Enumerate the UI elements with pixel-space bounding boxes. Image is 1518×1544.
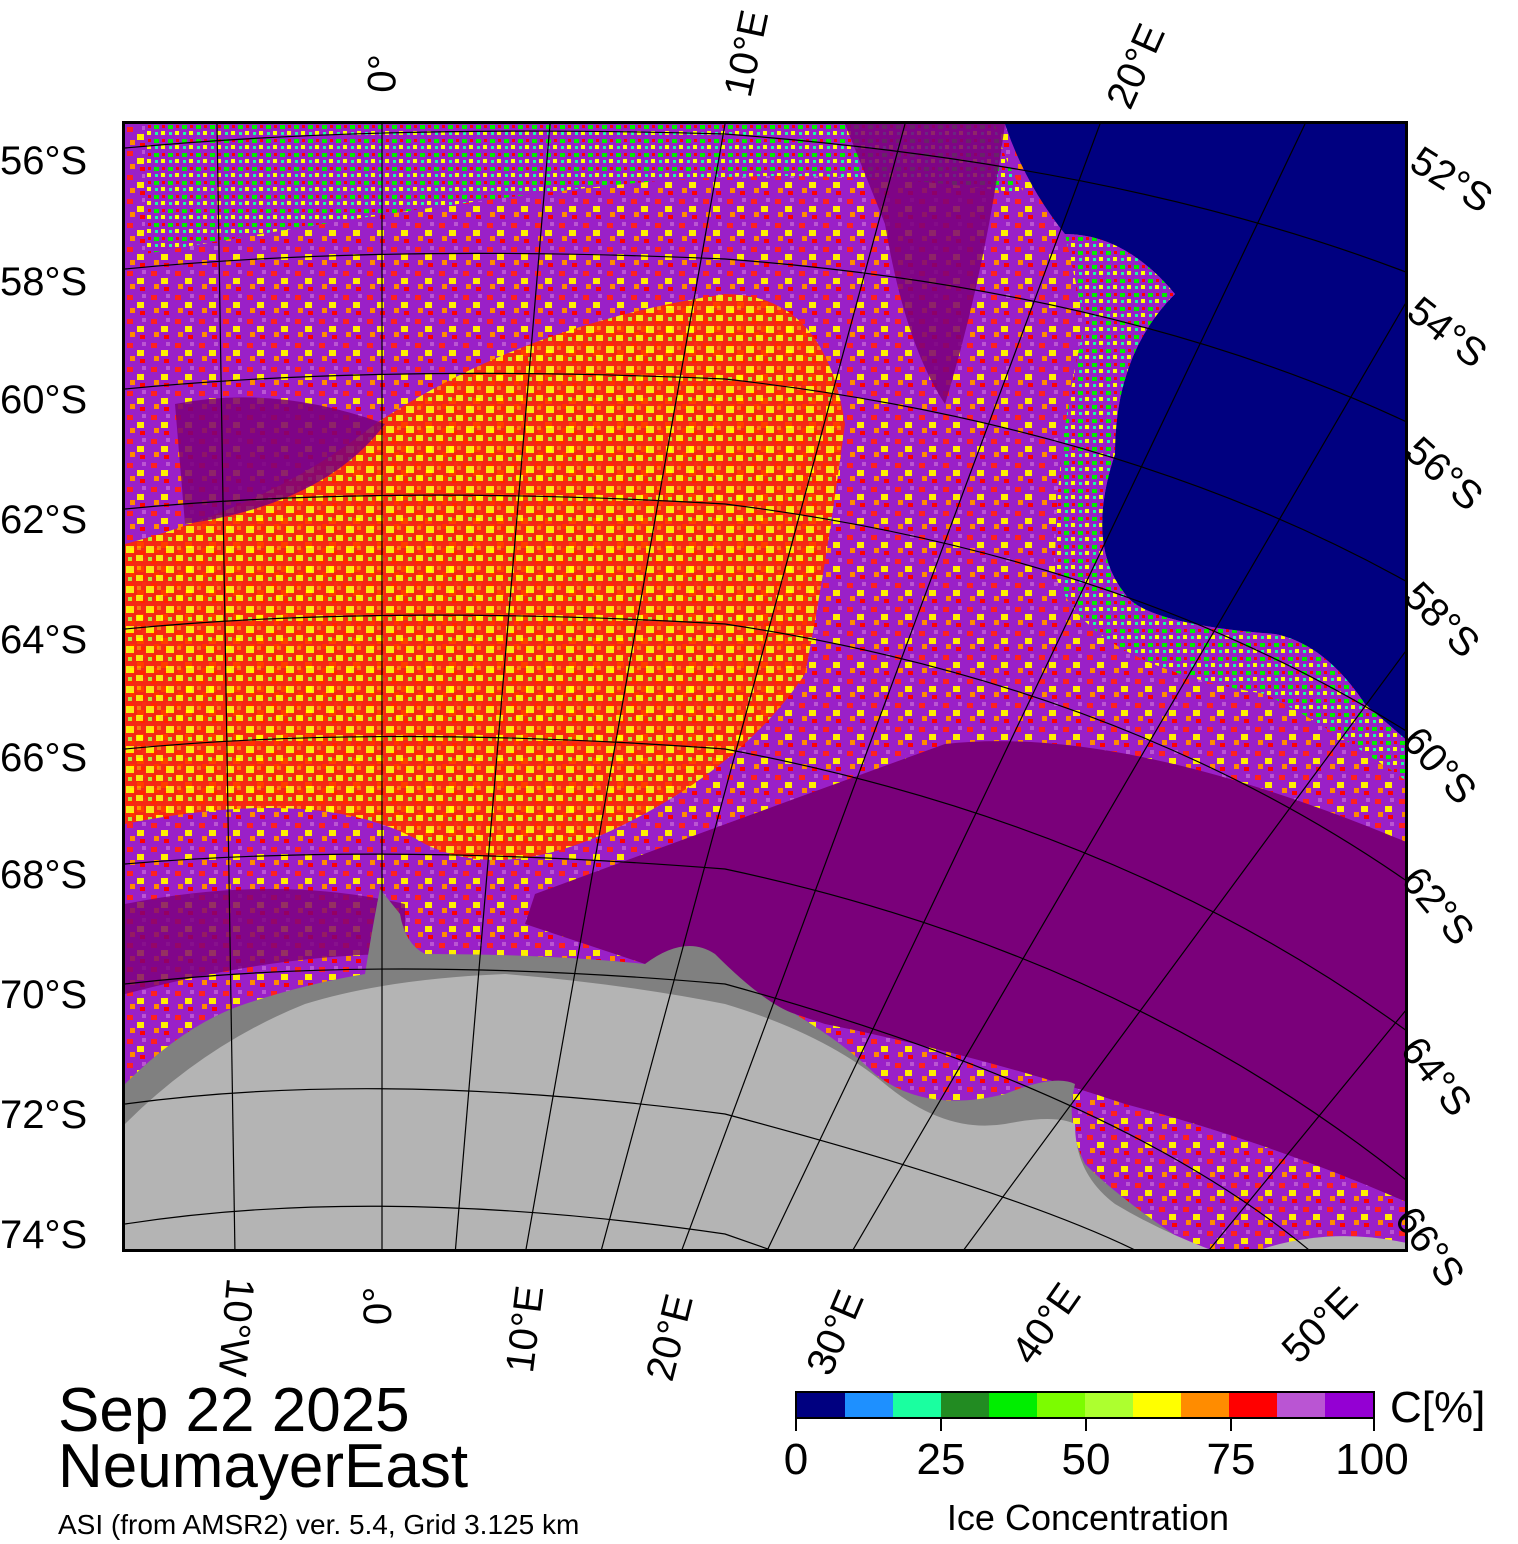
- lat-label-58s-left: 58°S: [0, 260, 88, 304]
- lat-label-64s-left: 64°S: [0, 618, 88, 662]
- lon-label-10e-top: 10°E: [716, 6, 778, 101]
- lat-label-60s-right: 60°S: [1393, 718, 1485, 813]
- colorbar-tick-label: 100: [1335, 1435, 1409, 1484]
- land-east: [1262, 1236, 1405, 1249]
- compact-ice-coast-west: [125, 889, 405, 994]
- lon-label-10w-bottom: 10°W: [209, 1276, 262, 1379]
- region-title: NeumayerEast: [58, 1432, 469, 1501]
- colorbar-swatch: [893, 1393, 941, 1417]
- colorbar-title: Ice Concentration: [946, 1497, 1230, 1538]
- colorbar-swatch: [1229, 1393, 1277, 1417]
- colorbar-tick: [1085, 1419, 1087, 1431]
- sea-ice-map: [122, 121, 1408, 1252]
- colorbar-tick-label: 25: [916, 1435, 966, 1484]
- colorbar-swatch: [1181, 1393, 1229, 1417]
- lat-label-56s-left: 56°S: [0, 139, 88, 183]
- colorbar-swatch: [989, 1393, 1037, 1417]
- lat-label-62s-left: 62°S: [0, 498, 88, 542]
- lon-label-10e-bottom: 10°E: [498, 1283, 553, 1376]
- colorbar-swatch: [1277, 1393, 1325, 1417]
- lat-label-68s-left: 68°S: [0, 853, 88, 897]
- lon-label-20e-bottom: 20°E: [638, 1289, 702, 1386]
- lon-label-30e-bottom: 30°E: [798, 1283, 873, 1382]
- colorbar-swatch: [1133, 1393, 1181, 1417]
- product-caption: ASI (from AMSR2) ver. 5.4, Grid 3.125 km: [58, 1509, 580, 1540]
- high-variability-zone: [125, 294, 845, 860]
- compact-ice-region: [525, 741, 1405, 1202]
- ice-edge-band: [145, 124, 1025, 254]
- lon-label-40e-bottom: 40°E: [1003, 1275, 1090, 1373]
- lon-label-0-top: 0°: [360, 53, 406, 94]
- colorbar-tick-label: 75: [1206, 1435, 1256, 1484]
- compact-ice-north: [845, 124, 1005, 404]
- lat-label-60s-left: 60°S: [0, 378, 88, 422]
- colorbar-tick: [1230, 1419, 1232, 1431]
- date-title: Sep 22 2025: [58, 1376, 410, 1445]
- colorbar-tick-label: 50: [1061, 1435, 1111, 1484]
- colorbar-tick-label: 0: [783, 1435, 809, 1484]
- parallels: [125, 130, 1405, 1249]
- lat-label-74s-left: 74°S: [0, 1213, 88, 1257]
- lon-label-20e-top: 20°E: [1098, 17, 1174, 116]
- colorbar-swatch: [941, 1393, 989, 1417]
- lat-label-52s-right: 52°S: [1402, 138, 1500, 222]
- colorbar-tick: [1373, 1419, 1375, 1431]
- map-canvas: [125, 124, 1405, 1249]
- colorbar-swatch: [1085, 1393, 1133, 1417]
- colorbar-swatch: [845, 1393, 893, 1417]
- ice-concentration-colorbar: [795, 1391, 1375, 1419]
- colorbar-unit: C[%]: [1390, 1383, 1486, 1432]
- colorbar-swatch: [797, 1393, 845, 1417]
- lat-label-66s-left: 66°S: [0, 736, 88, 780]
- meridians: [216, 124, 1405, 1249]
- lat-label-54s-right: 54°S: [1399, 288, 1495, 377]
- colorbar-swatch: [1037, 1393, 1085, 1417]
- lon-label-0-bottom: 0°: [356, 1286, 400, 1325]
- colorbar-tick: [795, 1419, 797, 1431]
- lat-label-72s-left: 72°S: [0, 1093, 88, 1137]
- colorbar-swatch: [1325, 1393, 1373, 1417]
- lat-label-70s-left: 70°S: [0, 973, 88, 1017]
- antarctic-land: [125, 974, 1209, 1249]
- lon-label-50e-bottom: 50°E: [1273, 1278, 1367, 1372]
- colorbar-tick: [940, 1419, 942, 1431]
- lat-label-56s-right: 56°S: [1396, 428, 1492, 520]
- lat-label-58s-right: 58°S: [1395, 573, 1489, 667]
- compact-ice-west: [175, 397, 385, 524]
- ice-edge-east: [1055, 234, 1405, 780]
